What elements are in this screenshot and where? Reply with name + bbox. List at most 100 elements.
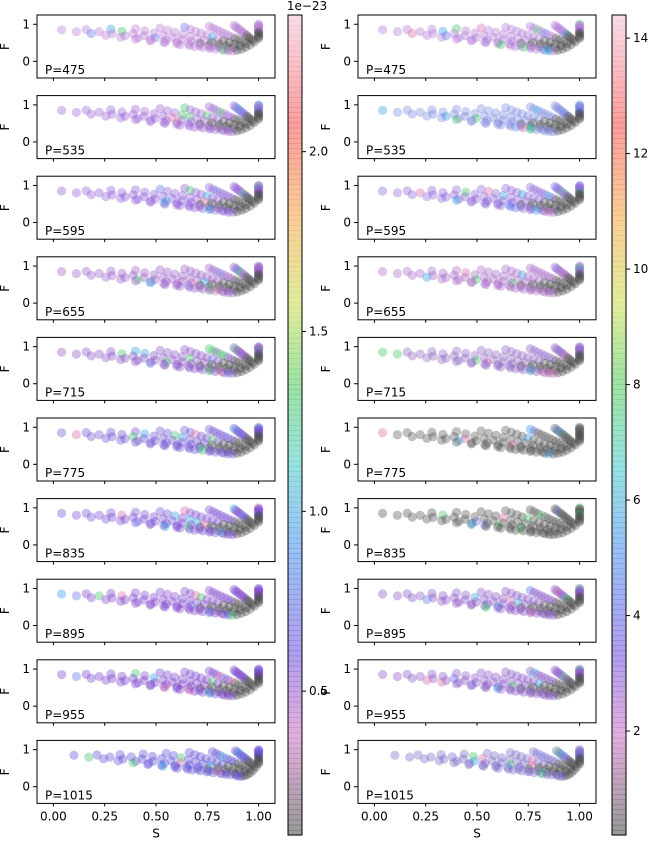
panel-label: P=775 bbox=[366, 466, 406, 480]
data-point bbox=[158, 514, 168, 524]
data-point bbox=[480, 278, 490, 289]
data-point bbox=[158, 433, 168, 443]
data-point bbox=[238, 681, 248, 692]
data-point bbox=[234, 196, 244, 206]
data-point bbox=[402, 508, 412, 518]
data-point bbox=[71, 27, 81, 37]
colorbar-band bbox=[288, 35, 302, 42]
data-point bbox=[208, 768, 218, 778]
data-point bbox=[160, 521, 170, 532]
data-point bbox=[254, 264, 264, 274]
colorbar-band bbox=[288, 527, 302, 534]
data-point bbox=[557, 268, 568, 278]
data-point bbox=[562, 119, 572, 129]
data-point bbox=[254, 343, 264, 353]
data-point bbox=[550, 526, 560, 536]
y-tick-label: 0 bbox=[22, 457, 30, 471]
data-point bbox=[254, 430, 264, 440]
colorbar-band bbox=[288, 512, 302, 518]
data-point bbox=[378, 105, 388, 115]
data-point bbox=[81, 589, 91, 599]
colorbar-band bbox=[612, 199, 626, 206]
colorbar-band bbox=[612, 778, 626, 785]
data-point bbox=[185, 676, 195, 686]
data-point bbox=[544, 608, 554, 618]
data-point bbox=[559, 278, 569, 289]
data-point bbox=[208, 668, 218, 678]
data-point bbox=[185, 31, 195, 41]
colorbar-band bbox=[288, 471, 302, 477]
data-point bbox=[226, 770, 236, 780]
data-point bbox=[120, 31, 130, 41]
y-tick-label: 1 bbox=[343, 662, 351, 676]
data-point bbox=[192, 114, 202, 124]
colorbar-band bbox=[288, 635, 302, 641]
data-point bbox=[454, 516, 464, 527]
data-point bbox=[214, 606, 224, 616]
colorbar-band bbox=[288, 384, 302, 390]
y-tick-label: 0 bbox=[343, 619, 351, 633]
data-point bbox=[199, 196, 209, 207]
data-point bbox=[480, 520, 490, 530]
data-point bbox=[101, 675, 111, 685]
data-point bbox=[559, 359, 569, 369]
data-point bbox=[562, 602, 572, 613]
data-point bbox=[159, 440, 169, 450]
colorbar-band bbox=[288, 660, 302, 667]
colorbar-band bbox=[288, 189, 302, 195]
data-point bbox=[254, 750, 264, 760]
colorbar-band bbox=[612, 163, 626, 170]
data-point bbox=[183, 683, 193, 694]
data-point bbox=[254, 588, 264, 598]
data-point bbox=[557, 366, 568, 377]
data-point bbox=[549, 368, 559, 378]
data-point bbox=[254, 512, 264, 523]
data-point bbox=[157, 760, 167, 770]
data-point bbox=[223, 126, 233, 137]
colorbar-band bbox=[612, 45, 626, 52]
data-point bbox=[491, 672, 501, 682]
data-point bbox=[533, 670, 543, 680]
colorbar-band bbox=[288, 225, 302, 231]
data-point bbox=[437, 32, 447, 42]
data-point bbox=[541, 764, 551, 775]
data-point bbox=[550, 445, 560, 456]
colorbar-band bbox=[288, 71, 302, 78]
data-point bbox=[242, 754, 252, 765]
data-point bbox=[575, 267, 585, 277]
data-point bbox=[245, 120, 255, 131]
data-point bbox=[520, 519, 531, 529]
data-point bbox=[223, 30, 233, 40]
data-point bbox=[575, 193, 585, 203]
data-point bbox=[402, 186, 412, 196]
data-point bbox=[101, 353, 111, 363]
colorbar-band bbox=[288, 706, 302, 713]
data-point bbox=[547, 755, 557, 766]
colorbar-band bbox=[612, 445, 626, 452]
data-point bbox=[236, 268, 246, 278]
data-point bbox=[245, 201, 255, 211]
data-point bbox=[254, 354, 264, 364]
data-point bbox=[525, 21, 535, 31]
data-point bbox=[407, 593, 417, 603]
data-point bbox=[471, 275, 481, 285]
data-point bbox=[226, 112, 237, 122]
y-tick-label: 0 bbox=[22, 699, 30, 713]
data-point bbox=[226, 515, 237, 525]
data-point bbox=[567, 356, 577, 366]
data-point bbox=[481, 683, 491, 693]
data-point bbox=[507, 600, 517, 611]
data-point bbox=[555, 589, 566, 599]
data-point bbox=[575, 181, 585, 191]
data-point bbox=[575, 269, 585, 279]
data-point bbox=[549, 46, 559, 56]
data-point bbox=[223, 285, 233, 295]
data-point bbox=[552, 667, 562, 677]
data-point bbox=[223, 433, 233, 443]
data-point bbox=[567, 598, 577, 608]
colorbar-band bbox=[288, 558, 302, 564]
data-point bbox=[206, 761, 216, 771]
data-point bbox=[57, 670, 67, 680]
data-point bbox=[230, 200, 240, 210]
